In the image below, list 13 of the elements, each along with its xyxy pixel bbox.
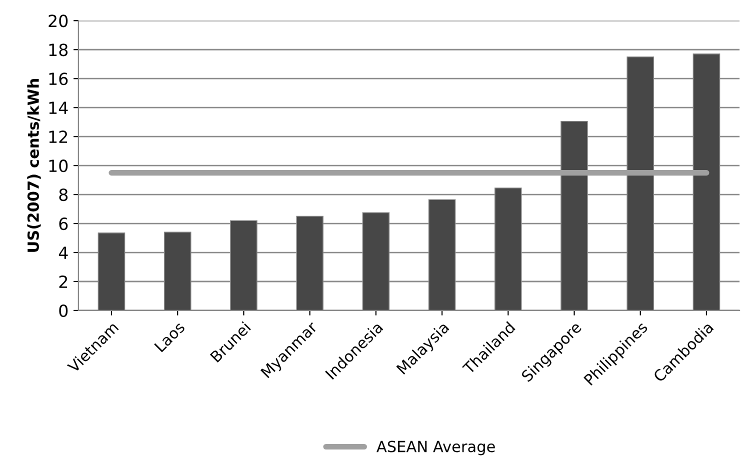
y-tick-label: 16	[49, 72, 68, 86]
legend-label: ASEAN Average	[376, 440, 495, 456]
y-tick-label: 8	[59, 188, 68, 202]
y-tick-label: 20	[48, 14, 68, 28]
y-tick-label: 18	[49, 44, 68, 56]
y-axis-title: US(2007) cents/kWh	[27, 79, 41, 252]
y-tick-label: 2	[59, 275, 68, 288]
y-tick-label: 10	[49, 160, 68, 172]
y-tick-label: 6	[59, 217, 68, 230]
y-tick-label: 0	[59, 304, 68, 318]
y-tick-label: 12	[49, 130, 68, 143]
y-tick-label: 4	[58, 246, 68, 259]
y-tick-label: 14	[49, 102, 68, 114]
